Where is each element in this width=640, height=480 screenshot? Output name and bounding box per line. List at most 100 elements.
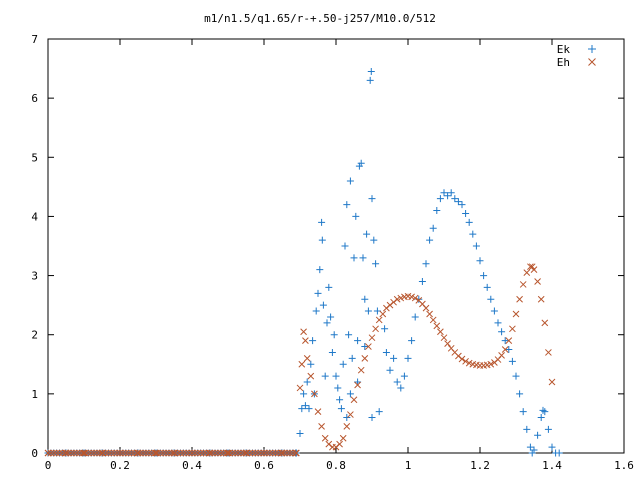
axes-frame	[47, 38, 625, 454]
ek-point	[519, 408, 527, 416]
eh-point	[234, 449, 242, 457]
eh-point	[90, 449, 98, 457]
ek-point	[307, 360, 315, 368]
ek-point	[364, 307, 372, 315]
eh-point	[296, 384, 304, 392]
x-axis-ticks: 0 0.2 0.4 0.6 0.8 1 1.2 1.4 1.6	[45, 39, 634, 472]
eh-point	[397, 294, 405, 302]
eh-point	[530, 266, 538, 274]
eh-point	[283, 449, 291, 457]
eh-point	[257, 449, 265, 457]
ek-point	[305, 405, 313, 413]
ek-point	[368, 414, 376, 422]
eh-point	[200, 449, 207, 457]
eh-point	[512, 310, 520, 318]
ek-point	[348, 354, 356, 362]
eh-point	[87, 449, 95, 457]
eh-point	[125, 449, 132, 457]
ek-point	[523, 425, 531, 433]
eh-point	[191, 449, 199, 457]
ek-point	[301, 402, 309, 410]
ek-point	[300, 390, 308, 398]
eh-point	[300, 328, 307, 336]
eh-point	[116, 449, 124, 457]
eh-point	[223, 449, 230, 457]
y-tick-label: 5	[31, 151, 38, 164]
eh-point	[70, 449, 78, 457]
ek-point	[462, 209, 470, 217]
ek-point	[483, 283, 491, 291]
ek-point	[487, 295, 495, 303]
eh-point	[379, 310, 387, 318]
eh-point	[372, 325, 379, 333]
ek-point	[418, 277, 426, 285]
ek-point	[346, 390, 354, 398]
eh-point	[519, 281, 527, 288]
eh-point	[249, 449, 256, 457]
eh-point	[523, 269, 531, 276]
ek-point	[361, 295, 369, 303]
ek-point	[436, 195, 444, 203]
eh-point	[298, 360, 306, 368]
ek-point	[357, 159, 365, 167]
ek-point	[318, 218, 326, 226]
eh-point	[113, 449, 121, 457]
series-eh	[44, 263, 556, 457]
eh-point	[102, 449, 109, 457]
ek-point	[343, 414, 351, 422]
ek-point	[530, 446, 538, 454]
ek-point	[370, 236, 378, 244]
y-tick-label: 0	[31, 447, 38, 460]
eh-point	[302, 337, 309, 344]
ek-point	[404, 354, 412, 362]
eh-point	[375, 316, 383, 324]
ek-point	[346, 177, 354, 185]
ek-point	[422, 260, 430, 268]
eh-point	[217, 449, 225, 457]
eh-point	[269, 449, 276, 457]
ek-point	[382, 348, 390, 356]
eh-point	[368, 334, 376, 342]
ek-point	[350, 254, 358, 262]
eh-point	[220, 449, 228, 457]
eh-point	[128, 449, 135, 457]
eh-point	[139, 449, 147, 457]
eh-point	[426, 310, 433, 318]
x-tick-label: 1.6	[614, 459, 634, 472]
eh-point	[545, 349, 552, 356]
ek-point	[373, 307, 381, 315]
eh-point	[133, 449, 141, 457]
eh-point	[292, 449, 300, 457]
eh-point	[516, 295, 523, 303]
chart-title: m1/n1.5/q1.65/r-+.50-j257/M10.0/512	[204, 12, 436, 25]
ek-point	[472, 242, 480, 250]
eh-point	[243, 449, 251, 457]
eh-point	[61, 449, 69, 457]
eh-point	[174, 449, 181, 457]
eh-point	[254, 449, 262, 457]
eh-point	[336, 440, 343, 448]
ek-point	[337, 405, 345, 413]
eh-point	[357, 366, 365, 374]
eh-point	[151, 449, 158, 457]
ek-point	[298, 405, 306, 413]
eh-point	[365, 343, 372, 350]
eh-point	[339, 434, 347, 442]
x-tick-label: 0.4	[182, 459, 202, 472]
eh-point	[487, 360, 495, 368]
eh-point	[280, 449, 288, 457]
eh-point	[263, 449, 271, 457]
ek-point	[476, 257, 484, 265]
eh-point	[156, 449, 164, 457]
eh-point	[237, 449, 245, 457]
eh-point	[272, 449, 279, 457]
legend-marker-ek	[588, 45, 596, 53]
ek-point	[393, 378, 401, 386]
eh-point	[252, 449, 259, 457]
eh-point	[165, 449, 173, 457]
ek-point	[505, 346, 513, 353]
ek-point	[368, 195, 376, 203]
eh-point	[361, 355, 369, 362]
eh-point	[444, 340, 451, 347]
